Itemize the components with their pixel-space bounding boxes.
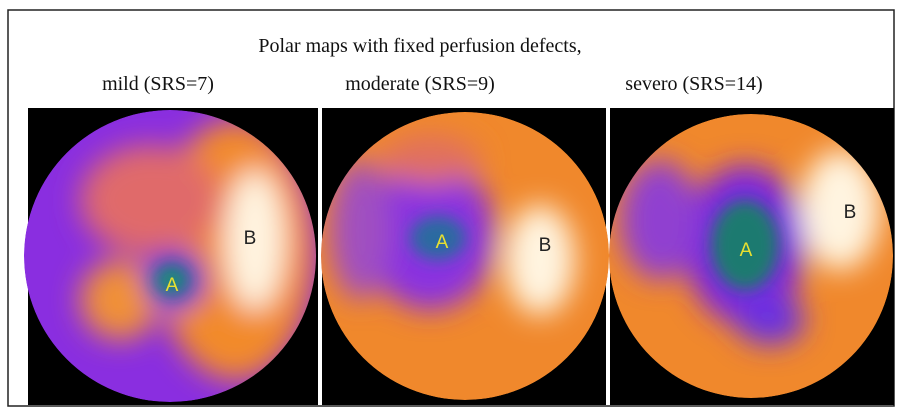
marker: A xyxy=(166,275,179,296)
figure: Polar maps with fixed perfusion defects,… xyxy=(0,0,902,413)
page: {"figure": {"title": "Polar maps with fi… xyxy=(0,0,902,413)
marker: A xyxy=(436,232,449,253)
marker: B xyxy=(244,228,257,249)
panel-label: severo (SRS=14) xyxy=(625,73,762,95)
panel-label: moderate (SRS=9) xyxy=(345,73,495,95)
polar-map xyxy=(24,110,316,402)
marker: B xyxy=(844,202,857,223)
panel-label: mild (SRS=7) xyxy=(102,73,214,95)
polar-map xyxy=(321,112,609,400)
marker: B xyxy=(539,235,552,256)
title: Polar maps with fixed perfusion defects, xyxy=(258,35,581,57)
marker: A xyxy=(740,240,753,261)
